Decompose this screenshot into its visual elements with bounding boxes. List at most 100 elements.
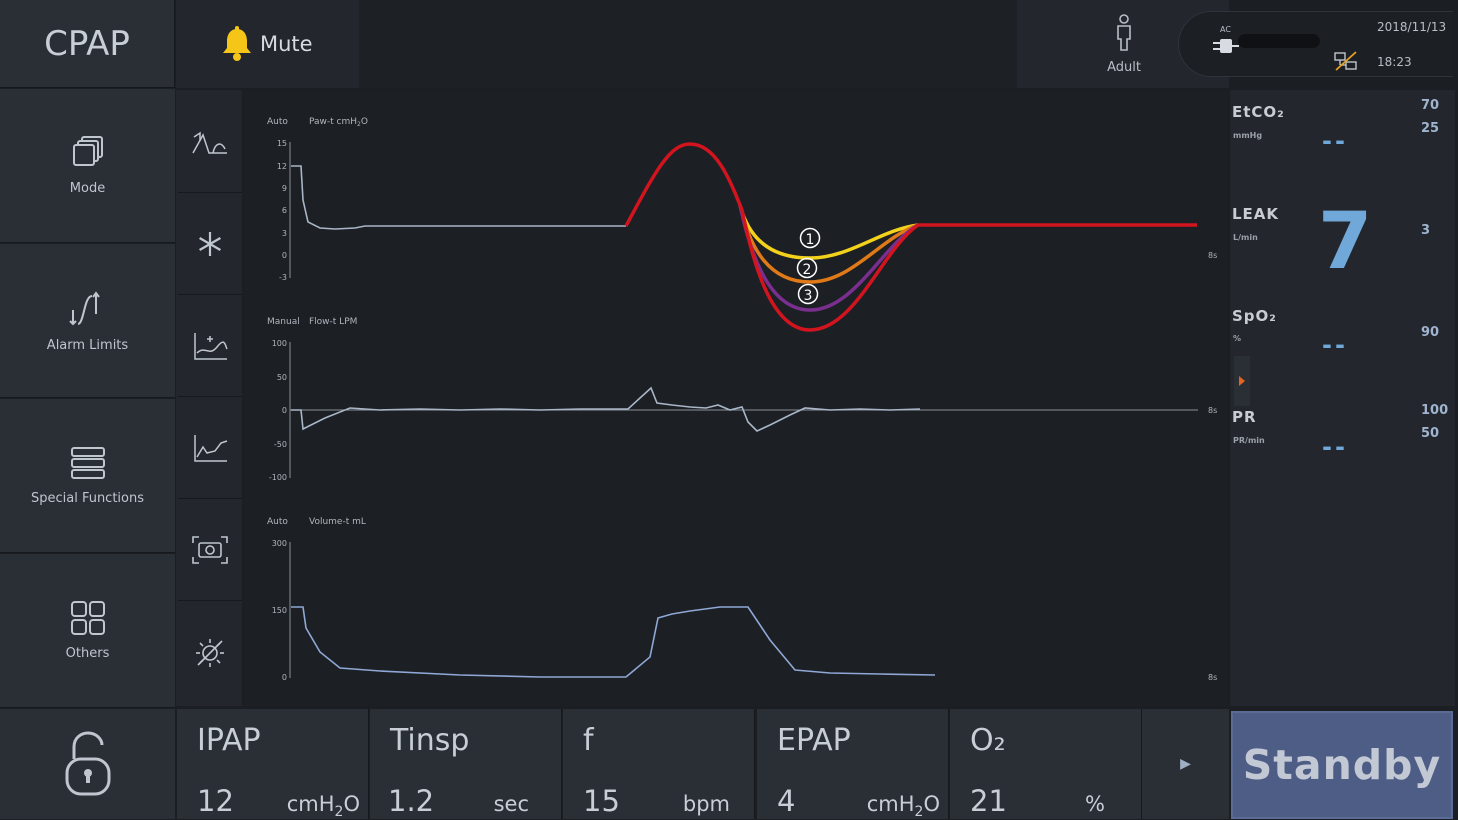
flow-tick: 0 [282,406,287,415]
special-functions-button[interactable]: Special Functions [0,399,175,553]
leak-limit[interactable]: 3 [1421,223,1431,238]
paw-tick: 9 [282,184,287,193]
paw-tick: -3 [279,273,287,282]
screen-lock-button[interactable] [0,709,175,819]
tinsp-setting[interactable]: Tinsp 1.2 sec [370,709,562,819]
waveform-freeze-icon [192,131,227,154]
o2-setting[interactable]: O₂ 21 % [950,709,1142,819]
power-source-label: AC [1220,25,1231,34]
tinsp-value: 1.2 [388,784,435,818]
mode-stack-icon [72,136,103,166]
bell-icon [223,26,251,61]
volume-tick: 0 [282,673,287,682]
leak-value: 7 [1318,197,1373,287]
flow-trace [291,386,921,432]
screenshot-button[interactable] [178,500,242,601]
battery-bar [1238,34,1320,48]
paw-tick: 3 [282,229,287,238]
epap-setting[interactable]: EPAP 4 cmH2O [757,709,949,820]
screenshot-icon [192,536,228,564]
volume-tick: 150 [272,606,287,615]
svg-text:1: 1 [806,232,815,248]
freeze-button[interactable] [178,194,242,295]
alarm-limits-button[interactable]: Alarm Limits [0,244,175,398]
epap-label: EPAP [777,723,851,758]
mute-label: Mute [260,32,313,56]
paw-title: Paw-t cmH2O [309,117,368,128]
ipap-setting[interactable]: IPAP 12 cmH2O [177,709,369,820]
overlay-curve-1 [738,204,919,260]
paw-trace [291,165,626,230]
flow-title: Flow-t LPM [309,317,357,327]
monitoring-panel [1230,90,1455,706]
paw-scale-mode: Auto [267,117,288,127]
pr-low-limit[interactable]: 50 [1421,426,1440,441]
spo2-limit[interactable]: 90 [1421,325,1440,340]
alarm-limits-icon [68,291,100,326]
waveform-freeze-button[interactable] [178,92,242,193]
chevron-right-icon: ▶ [1180,756,1191,772]
pr-high-limit[interactable]: 100 [1421,403,1449,418]
more-settings-button[interactable]: ▶ [1142,709,1229,819]
special-functions-icon [70,447,105,479]
o2-unit: % [1085,792,1105,816]
overlay-label-2: 2 [796,257,818,279]
mode-label: Mode [69,181,106,196]
spo2-unit: % [1233,334,1242,343]
flow-tick: 50 [277,373,287,382]
trend-graph-icon [194,435,228,462]
adult-person-icon [1117,14,1131,51]
etco2-high-limit[interactable]: 70 [1421,98,1440,113]
flow-tick: 100 [272,339,287,348]
leak-label: LEAK [1232,205,1280,223]
paw-time-label: 8s [1208,251,1217,260]
trend-graph-button[interactable] [178,398,242,499]
ipap-label: IPAP [197,723,261,758]
rate-value: 15 [583,784,620,818]
paw-tick: 12 [277,162,287,171]
flow-scale-mode: Manual [267,317,300,327]
date-display: 2018/11/13 [1377,20,1447,34]
flow-time-label: 8s [1208,406,1217,415]
mode-button[interactable]: Mode [0,89,175,243]
screen-brightness-button[interactable] [178,602,242,703]
leak-unit: L/min [1233,233,1258,242]
panel-expand-arrow-icon[interactable] [1234,356,1250,406]
etco2-unit: mmHg [1233,131,1263,140]
alarm-message-area [359,0,1017,88]
brightness-off-icon [196,638,224,667]
loop-graph-button[interactable] [178,296,242,397]
flow-tick: -50 [274,440,287,449]
special-functions-label: Special Functions [30,491,145,506]
unlock-icon [65,731,110,796]
time-display: 18:23 [1377,55,1412,69]
overlay-curve-2 [738,204,919,284]
o2-value: 21 [970,784,1007,818]
paw-tick: 0 [282,251,287,260]
paw-tick: 6 [282,206,287,215]
o2-label: O₂ [970,723,1006,758]
overlay-label-3: 3 [797,283,819,305]
mute-button[interactable]: Mute [176,0,359,88]
snowflake-icon [199,232,221,256]
pr-label: PR [1232,408,1257,426]
ipap-unit: cmH2O [286,792,360,820]
etco2-value: -- [1322,127,1348,155]
standby-button[interactable]: Standby [1231,711,1453,819]
flow-tick: -100 [269,473,287,482]
etco2-low-limit[interactable]: 25 [1421,121,1440,136]
rate-setting[interactable]: f 15 bpm [563,709,755,819]
rate-label: f [583,723,594,758]
loop-graph-icon [194,333,228,360]
volume-trace [291,606,936,678]
etco2-label: EtCO₂ [1232,103,1285,121]
epap-value: 4 [777,784,796,818]
alarm-limits-label: Alarm Limits [46,338,129,353]
ventilation-mode-title[interactable]: CPAP [0,0,175,88]
tinsp-label: Tinsp [390,723,470,758]
spo2-value: -- [1322,331,1348,359]
svg-text:3: 3 [804,288,813,304]
others-button[interactable]: Others [0,554,175,708]
volume-scale-mode: Auto [267,517,288,527]
